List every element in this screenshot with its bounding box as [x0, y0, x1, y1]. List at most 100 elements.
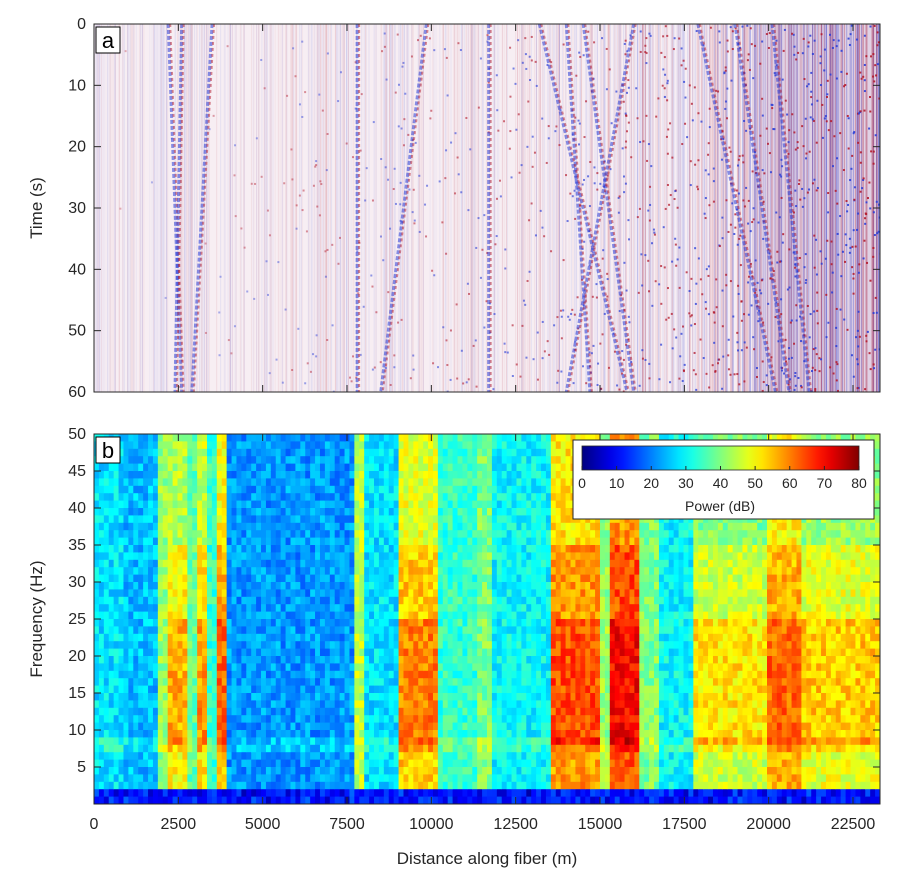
speckle — [699, 278, 702, 281]
speckle — [757, 309, 760, 312]
heat-cell — [300, 744, 306, 753]
heat-cell — [339, 508, 346, 516]
speckle — [526, 145, 529, 148]
noise-stripe — [317, 24, 319, 392]
heat-cell — [251, 626, 257, 635]
heat-cell — [172, 619, 179, 627]
heat-cell — [334, 485, 341, 494]
heat-cell — [378, 752, 385, 761]
heat-cell — [339, 463, 346, 472]
speckle — [854, 245, 857, 248]
heat-cell — [388, 515, 395, 524]
heat-cell — [349, 441, 355, 450]
heat-cell — [310, 559, 316, 568]
heat-cell — [344, 463, 351, 472]
heat-cell — [202, 545, 208, 553]
speckle — [830, 263, 833, 266]
heat-cell — [231, 759, 238, 768]
heat-cell — [172, 515, 179, 524]
heat-cell — [113, 626, 120, 635]
heat-cell — [157, 685, 164, 694]
heat-cell — [349, 722, 355, 731]
speckle — [359, 149, 362, 152]
speckle — [715, 278, 718, 281]
speckle — [316, 205, 319, 208]
heat-cell — [192, 641, 198, 650]
noise-stripe — [266, 24, 268, 392]
noise-stripe — [681, 24, 683, 392]
heat-cell — [231, 767, 238, 775]
heat-cell — [94, 707, 100, 716]
speckle — [622, 358, 625, 361]
heat-cell — [246, 619, 252, 627]
heat-cell — [143, 582, 149, 590]
noise-stripe — [313, 24, 315, 392]
heat-cell — [374, 722, 380, 731]
heat-cell — [177, 611, 184, 620]
heat-cell — [265, 448, 272, 457]
heat-cell — [324, 633, 331, 642]
heat-cell — [172, 796, 179, 804]
heat-cell — [383, 500, 390, 509]
noise-stripe — [389, 24, 391, 392]
speckle — [669, 381, 672, 384]
heat-cell — [94, 670, 100, 679]
heat-cell — [261, 545, 267, 553]
heat-cell — [290, 693, 297, 701]
heat-cell — [393, 582, 400, 590]
heat-cell — [261, 552, 267, 561]
heat-cell — [221, 545, 228, 553]
heat-cell — [265, 515, 272, 524]
speckle — [267, 293, 270, 296]
heat-cell — [265, 656, 272, 664]
speckle — [673, 198, 676, 201]
heat-cell — [211, 626, 218, 635]
heat-cell — [319, 478, 326, 487]
heat-cell — [113, 693, 120, 701]
speckle — [823, 117, 826, 120]
heat-cell — [270, 552, 277, 561]
heat-cell — [270, 537, 277, 546]
heat-cell — [206, 678, 213, 687]
heat-cell — [324, 559, 331, 568]
heat-cell — [270, 744, 277, 753]
speckle — [743, 205, 746, 208]
heat-cell — [206, 434, 213, 442]
noise-stripe — [123, 24, 125, 392]
heat-cell — [295, 604, 301, 613]
heat-cell — [206, 589, 213, 598]
noise-stripe — [342, 24, 344, 392]
heat-cell — [103, 656, 110, 664]
noise-stripe — [781, 24, 783, 392]
heat-cell — [148, 508, 154, 516]
heat-cell — [339, 730, 346, 738]
heat-cell — [138, 441, 144, 450]
noise-stripe — [541, 24, 543, 392]
speckle — [230, 352, 233, 355]
heat-cell — [221, 752, 228, 761]
speckle — [653, 233, 656, 236]
heat-cell — [251, 685, 257, 694]
heat-cell — [378, 589, 385, 598]
noise-stripe — [501, 24, 503, 392]
heat-cell — [143, 767, 149, 775]
heat-cell — [152, 552, 159, 561]
heat-cell — [261, 515, 267, 524]
heat-cell — [157, 604, 164, 613]
heat-cell — [280, 463, 287, 472]
noise-stripe — [825, 24, 827, 392]
heat-cell — [290, 530, 297, 539]
heat-cell — [393, 722, 400, 731]
heat-cell — [261, 774, 267, 783]
heat-cell — [393, 567, 400, 576]
speckle — [641, 357, 644, 360]
heat-cell — [275, 515, 282, 524]
heat-cell — [216, 752, 223, 761]
heat-cell — [241, 448, 247, 457]
heat-cell — [388, 722, 395, 731]
heat-cell — [388, 545, 395, 553]
heat-cell — [152, 559, 159, 568]
heat-cell — [231, 567, 238, 576]
heat-cell — [290, 774, 297, 783]
heat-cell — [246, 471, 252, 479]
